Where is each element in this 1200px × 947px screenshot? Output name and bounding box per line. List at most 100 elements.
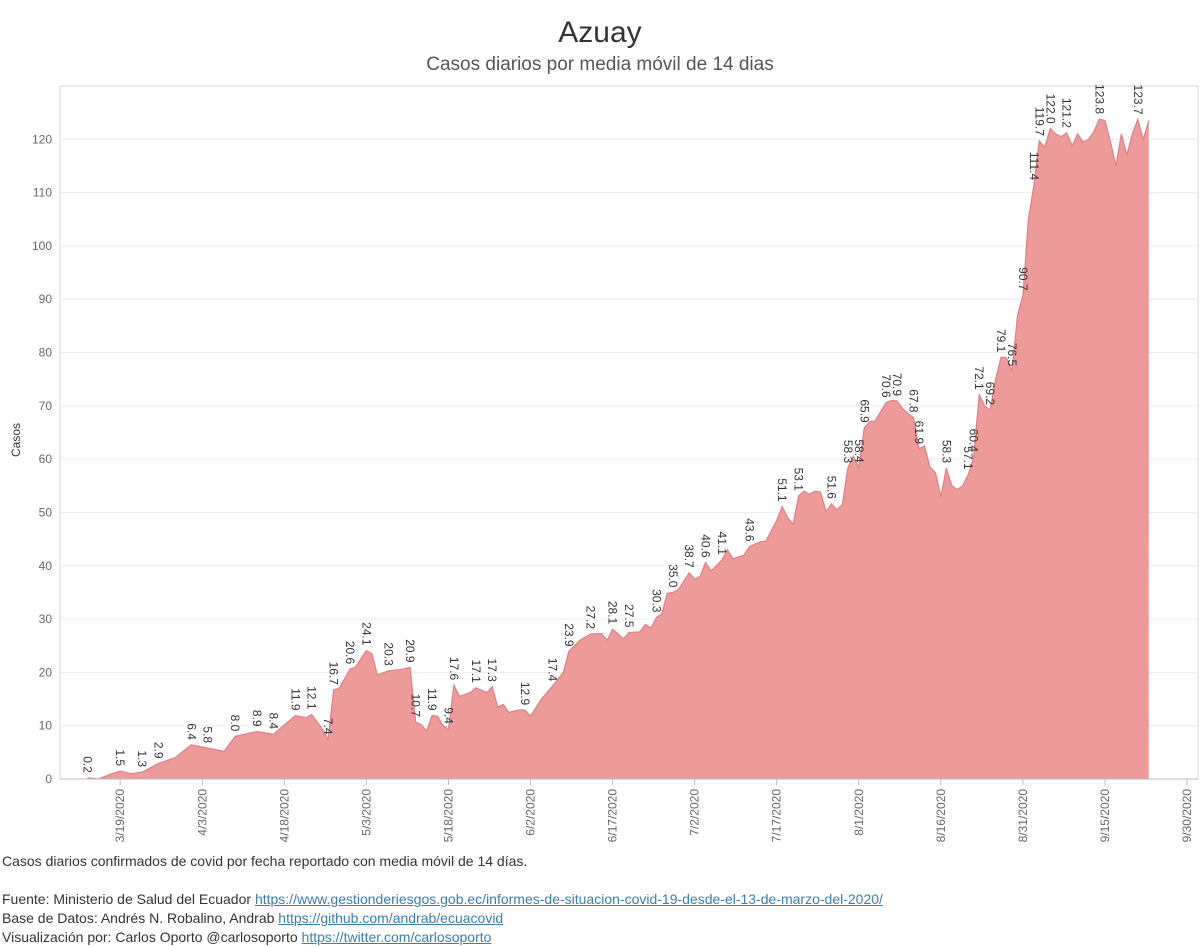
data-label: 53.1 [792, 468, 806, 492]
data-label: 69.2 [983, 382, 997, 406]
viz-label: Visualización por: Carlos Oporto @carlos… [2, 929, 298, 945]
y-tick-label: 50 [39, 505, 53, 519]
data-label: 9.4 [441, 707, 455, 724]
y-tick-label: 40 [39, 559, 53, 573]
data-label: 17.4 [545, 658, 559, 682]
y-tick-label: 60 [39, 452, 53, 466]
data-label: 7.4 [321, 718, 335, 735]
x-tick-label: 5/18/2020 [441, 789, 455, 843]
data-label: 24.1 [359, 622, 373, 646]
footer-note: Casos diarios confirmados de covid por f… [2, 853, 528, 869]
area-line [87, 117, 1150, 780]
data-label: 58.4 [852, 439, 866, 463]
x-tick-label: 7/17/2020 [770, 789, 784, 843]
data-label: 90.7 [1016, 267, 1030, 291]
data-label: 12.9 [518, 682, 532, 706]
data-label: 27.2 [584, 606, 598, 630]
data-label: 27.5 [622, 604, 636, 628]
x-tick-label: 7/2/2020 [688, 789, 702, 836]
data-label: 121.2 [1060, 98, 1074, 128]
x-tick-label: 9/15/2020 [1098, 789, 1112, 843]
data-label: 122.0 [1043, 94, 1057, 124]
data-label: 61.9 [912, 421, 926, 445]
data-label: 20.3 [381, 642, 395, 666]
data-label: 58.3 [939, 440, 953, 464]
x-tick-label: 6/17/2020 [606, 789, 620, 843]
data-label: 123.8 [1093, 84, 1107, 114]
area-fill [87, 119, 1149, 780]
y-tick-label: 110 [33, 186, 52, 200]
data-label: 60.4 [967, 429, 981, 453]
y-tick-label: 20 [39, 665, 53, 679]
data-label: 70.9 [890, 373, 904, 397]
data-label: 70.6 [879, 374, 893, 398]
data-label: 76.5 [1005, 343, 1019, 367]
data-label: 51.1 [775, 478, 789, 502]
data-label: 17.6 [447, 657, 461, 681]
data-label: 41.1 [715, 532, 729, 556]
data-label: 72.1 [972, 366, 986, 390]
data-label: 20.6 [343, 641, 357, 665]
data-label: 40.6 [699, 534, 713, 558]
x-tick-label: 8/31/2020 [1016, 789, 1030, 843]
data-label: 65.9 [857, 399, 871, 423]
data-label: 30.3 [649, 589, 663, 613]
data-label: 1.3 [135, 750, 149, 767]
data-label: 10.7 [409, 694, 423, 718]
x-tick-label: 3/19/2020 [113, 789, 127, 843]
y-tick-label: 30 [39, 612, 53, 626]
data-label: 20.9 [403, 639, 417, 663]
data-label: 51.6 [824, 476, 838, 500]
data-label: 11.9 [425, 688, 439, 711]
data-label: 58.3 [841, 440, 855, 464]
y-tick-label: 120 [32, 132, 52, 146]
chart-title: Azuay [558, 16, 641, 49]
footer-line: Visualización por: Carlos Oporto @carlos… [2, 928, 883, 947]
data-label: 79.1 [994, 329, 1008, 353]
x-tick-label: 8/16/2020 [934, 789, 948, 843]
x-tick-label: 4/3/2020 [195, 789, 209, 836]
data-label: 28.1 [606, 601, 620, 625]
data-label: 6.4 [184, 723, 198, 740]
data-label: 2.9 [151, 742, 165, 759]
y-tick-label: 80 [39, 346, 53, 360]
x-tick-label: 5/3/2020 [359, 789, 373, 836]
data-label: 16.7 [327, 662, 341, 686]
data-label: Base de Datos: Andrés N. Robalino, Andra… [2, 910, 275, 926]
data-label: 0.2 [80, 756, 94, 773]
data-label: 23.9 [562, 623, 576, 647]
data-label: 35.0 [666, 564, 680, 588]
y-tick-label: 70 [39, 399, 53, 413]
data-label: 5.8 [201, 726, 215, 743]
y-tick-label: 100 [32, 239, 52, 253]
data-label: 12.1 [305, 686, 319, 710]
x-tick-label: 9/30/2020 [1180, 789, 1194, 843]
data-label: 43.6 [742, 518, 756, 542]
data-label: 17.1 [469, 659, 483, 683]
data-label: 111.4 [1027, 152, 1041, 181]
data-label: 119.7 [1032, 107, 1046, 136]
x-tick-label: 4/18/2020 [277, 789, 291, 843]
data-label: 8.9 [250, 710, 264, 727]
y-axis-label: Casos [9, 423, 23, 457]
data-label: 11.9 [288, 688, 302, 711]
viz-link[interactable]: https://twitter.com/carlosoporto [301, 929, 492, 945]
y-tick-label: 90 [39, 292, 53, 306]
chart-subtitle: Casos diarios por media móvil de 14 dias [426, 54, 773, 75]
data-label: 123.7 [1131, 85, 1145, 115]
y-tick-label: 10 [39, 719, 53, 733]
data-label: 1.5 [113, 749, 127, 766]
footer-line: Fuente: Ministerio de Salud del Ecuador … [2, 890, 883, 909]
source-link[interactable]: https://www.gestionderiesgos.gob.ec/info… [254, 891, 883, 907]
data-label: 38.7 [682, 544, 696, 568]
data-label: 8.4 [266, 713, 280, 730]
footer-line: Base de Datos: Andrés N. Robalino, Andra… [2, 909, 883, 928]
source-label: Fuente: Ministerio de Salud del Ecuador [2, 891, 252, 907]
y-tick-label: 0 [45, 772, 52, 786]
data-label: 67.8 [907, 389, 921, 413]
chart: Azuay Casos diarios por media móvil de 1… [9, 16, 1199, 843]
x-tick-label: 6/2/2020 [524, 789, 538, 836]
x-tick-label: 8/1/2020 [852, 789, 866, 836]
footer: Casos diarios confirmados de covid por f… [2, 852, 883, 947]
data-link[interactable]: https://github.com/andrab/ecuacovid [278, 910, 504, 926]
